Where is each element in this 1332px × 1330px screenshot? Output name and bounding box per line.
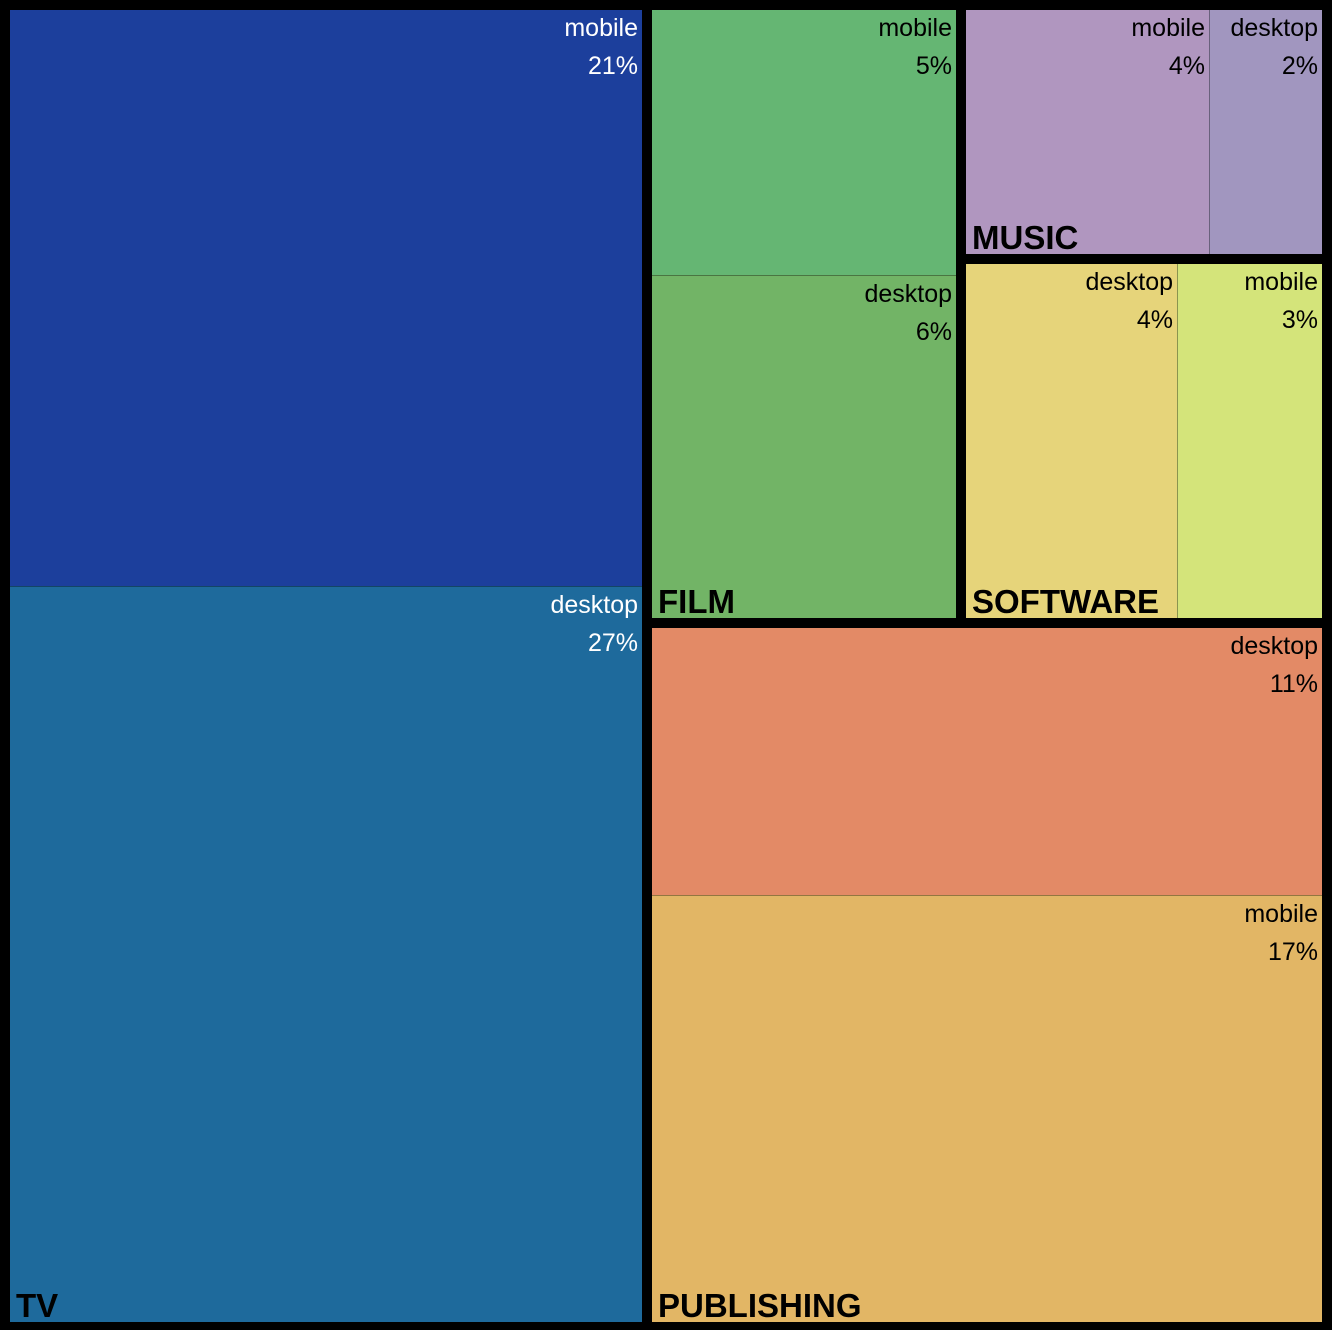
tile-label: desktop 6% — [864, 275, 952, 351]
tile-name: desktop — [550, 591, 638, 619]
treemap-tile-publishing-desktop[interactable]: desktop 11% — [652, 628, 1322, 895]
tile-value: 11% — [1269, 670, 1318, 698]
tile-value: 3% — [1281, 306, 1318, 334]
tile-label: mobile 4% — [1131, 9, 1205, 85]
treemap-tile-software-mobile[interactable]: mobile 3% — [1177, 264, 1322, 618]
treemap-tile-software-desktop[interactable]: desktop 4% — [966, 264, 1177, 618]
tile-name: desktop — [864, 280, 952, 308]
tile-label: desktop 4% — [1085, 263, 1173, 339]
tile-value: 6% — [915, 318, 952, 346]
tile-label: mobile 17% — [1244, 895, 1318, 971]
treemap-tile-film-mobile[interactable]: mobile 5% — [652, 10, 956, 275]
tile-value: 2% — [1281, 52, 1318, 80]
tile-label: desktop 11% — [1230, 627, 1318, 703]
tile-name: mobile — [1244, 268, 1318, 296]
treemap-tile-music-mobile[interactable]: mobile 4% — [966, 10, 1209, 254]
treemap-tile-tv-mobile[interactable]: mobile 21% — [10, 10, 642, 586]
tile-label: mobile 21% — [564, 9, 638, 85]
tile-name: mobile — [564, 14, 638, 42]
tile-label: desktop 2% — [1230, 9, 1318, 85]
tile-name: desktop — [1230, 632, 1318, 660]
tile-label: mobile 5% — [878, 9, 952, 85]
tile-name: desktop — [1085, 268, 1173, 296]
tile-value: 27% — [587, 629, 638, 657]
tile-value: 5% — [915, 52, 952, 80]
treemap-tile-music-desktop[interactable]: desktop 2% — [1209, 10, 1322, 254]
tile-value: 17% — [1267, 938, 1318, 966]
treemap-tile-publishing-mobile[interactable]: mobile 17% — [652, 895, 1322, 1322]
tile-value: 4% — [1168, 52, 1205, 80]
tile-name: desktop — [1230, 14, 1318, 42]
tile-label: mobile 3% — [1244, 263, 1318, 339]
tile-value: 21% — [587, 52, 638, 80]
tile-name: mobile — [1244, 900, 1318, 928]
tile-label: desktop 27% — [550, 586, 638, 662]
tile-name: mobile — [878, 14, 952, 42]
treemap-tile-film-desktop[interactable]: desktop 6% — [652, 275, 956, 618]
treemap-tile-tv-desktop[interactable]: desktop 27% — [10, 586, 642, 1322]
tile-name: mobile — [1131, 14, 1205, 42]
tile-value: 4% — [1136, 306, 1173, 334]
